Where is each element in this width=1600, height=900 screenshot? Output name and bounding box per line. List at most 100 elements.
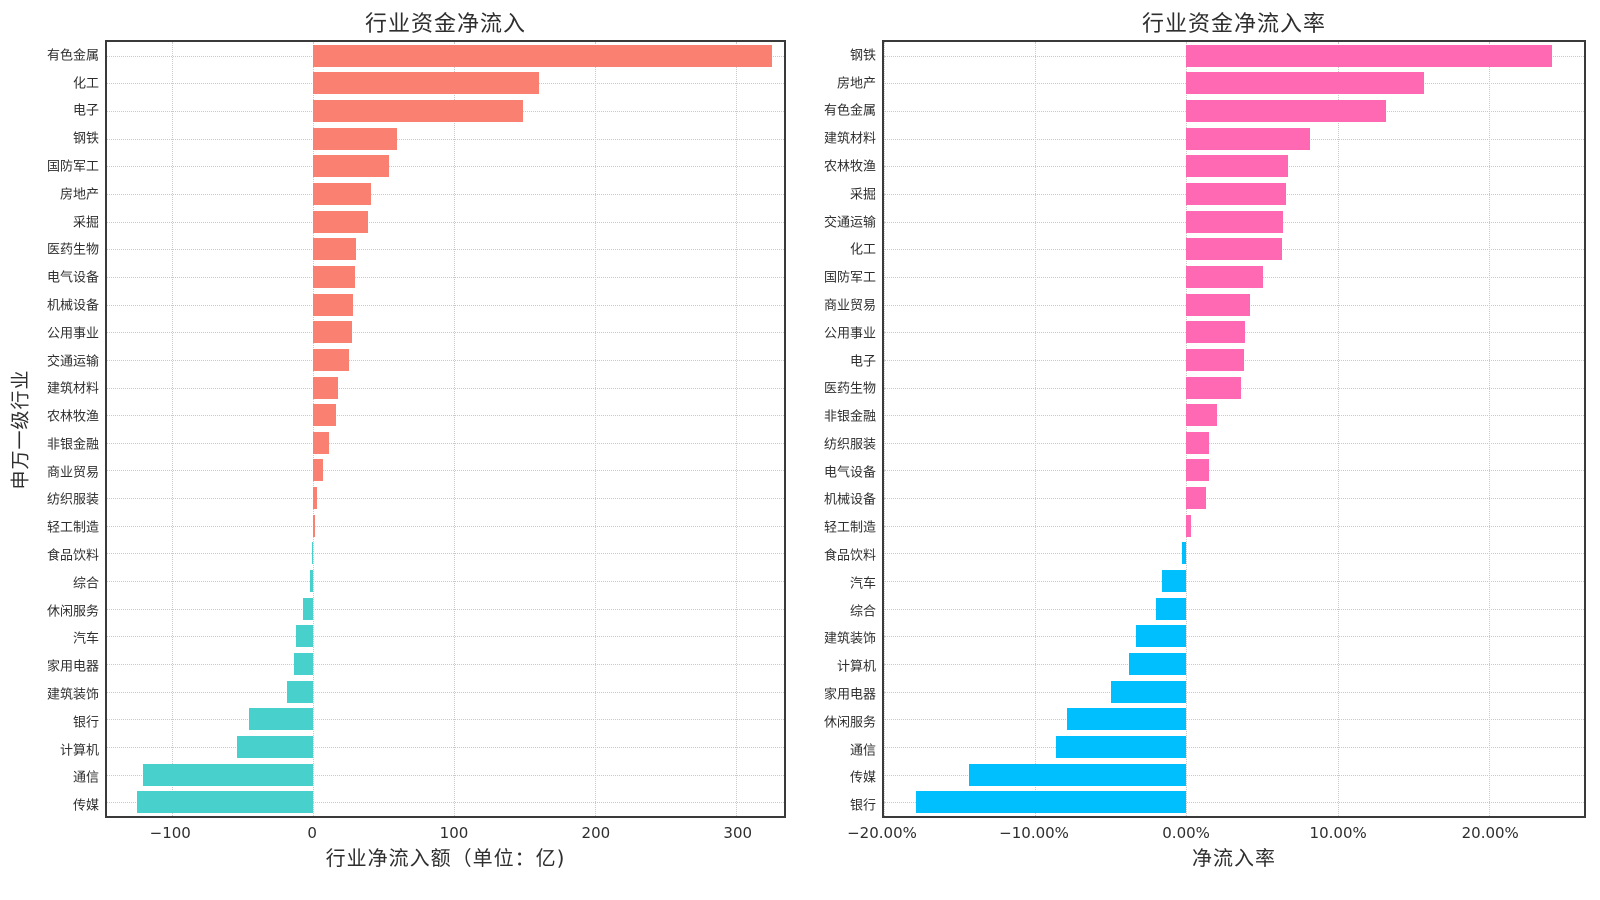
grid-line-horizontal (884, 415, 1584, 417)
y-tick-label: 国防军工 (46, 159, 99, 175)
x-tick-label: 0 (307, 824, 317, 842)
y-tick-labels-right: 钢铁 房地产 有色金属 建筑材料 农林牧渔 采掘 交通运输 化工 国防军工 商业贸易 公用事业 电子医… (783, 40, 876, 818)
y-tick-label: 通信 (72, 770, 99, 786)
y-tick-label: 医药生物 (46, 242, 99, 258)
y-tick-label: 医药生物 (823, 381, 876, 397)
grid-line-vertical (884, 42, 885, 816)
y-tick-label: 食品饮料 (823, 548, 876, 564)
y-tick-label: 农林牧渔 (823, 159, 876, 175)
y-tick-label: 农林牧渔 (46, 409, 99, 425)
y-tick-label: 休闲服务 (46, 604, 99, 620)
grid-line-horizontal (884, 442, 1584, 444)
grid-line-horizontal (107, 746, 784, 748)
bar-计算机 (237, 735, 313, 758)
bar-通信 (143, 763, 313, 786)
y-tick-label: 休闲服务 (823, 715, 876, 731)
grid-line-horizontal (107, 249, 784, 251)
bar-汽车 (1162, 570, 1187, 593)
y-tick-label: 家用电器 (823, 687, 876, 703)
bar-建筑装饰 (1136, 625, 1187, 648)
grid-line-horizontal (107, 525, 784, 527)
y-tick-label: 轻工制造 (823, 520, 876, 536)
plot-area-left (105, 40, 786, 818)
y-tick-label: 钢铁 (849, 48, 876, 64)
bar-建筑材料 (312, 376, 338, 399)
y-tick-label: 机械设备 (46, 298, 99, 314)
y-tick-label: 传媒 (849, 770, 876, 786)
bar-休闲服务 (1066, 708, 1187, 731)
bar-机械设备 (1186, 487, 1207, 510)
grid-line-horizontal (107, 470, 784, 472)
bar-计算机 (1128, 652, 1187, 675)
x-tick-labels-right: −20.00% −10.00% 0.00% 10.00% 20.00% (847, 824, 1586, 846)
grid-line-horizontal (107, 663, 784, 665)
x-tick-label: 0.00% (1162, 824, 1210, 842)
grid-line-horizontal (884, 581, 1584, 583)
y-tick-label: 建筑装饰 (823, 631, 876, 647)
bar-国防军工 (312, 155, 389, 178)
bar-交通运输 (1186, 210, 1284, 233)
grid-line-horizontal (884, 719, 1584, 721)
bar-电子 (1186, 348, 1244, 371)
grid-line-vertical (1186, 42, 1188, 816)
y-tick-label: 非银金融 (46, 437, 99, 453)
grid-line-vertical (171, 42, 173, 816)
x-tick-label: 300 (723, 824, 753, 842)
grid-line-horizontal (107, 608, 784, 610)
y-tick-label: 计算机 (836, 659, 876, 675)
grid-line-horizontal (884, 608, 1584, 610)
x-tick-label: −10.00% (999, 824, 1069, 842)
grid-line-horizontal (884, 774, 1584, 776)
bar-家用电器 (294, 652, 313, 675)
bar-银行 (915, 791, 1187, 814)
bar-公用事业 (312, 321, 352, 344)
x-tick-label: −20.00% (847, 824, 917, 842)
bar-建筑材料 (1186, 127, 1311, 150)
y-tick-label: 建筑装饰 (46, 687, 99, 703)
y-tick-label: 建筑材料 (46, 381, 99, 397)
bar-综合 (310, 570, 313, 593)
grid-line-vertical (736, 42, 738, 816)
y-tick-label: 银行 (72, 715, 99, 731)
y-tick-label: 公用事业 (823, 326, 876, 342)
y-tick-label: 采掘 (72, 215, 99, 231)
grid-line-horizontal (884, 663, 1584, 665)
bar-非银金融 (312, 431, 330, 454)
grid-line-horizontal (884, 498, 1584, 500)
y-tick-label: 房地产 (59, 187, 99, 203)
bar-交通运输 (312, 348, 349, 371)
y-tick-label: 有色金属 (46, 48, 99, 64)
y-tick-label: 轻工制造 (46, 520, 99, 536)
grid-line-vertical (1337, 42, 1339, 816)
y-tick-label: 综合 (849, 604, 876, 620)
grid-line-vertical (595, 42, 596, 816)
bar-房地产 (312, 183, 372, 206)
bar-休闲服务 (302, 597, 313, 620)
grid-line-horizontal (107, 387, 784, 389)
y-tick-label: 公用事业 (46, 326, 99, 342)
grid-line-horizontal (107, 415, 784, 417)
x-tick-label: 20.00% (1461, 824, 1519, 842)
grid-line-horizontal (107, 138, 784, 140)
grid-line-vertical (1488, 42, 1490, 816)
y-tick-label: 银行 (849, 798, 876, 814)
bar-纺织服装 (1186, 431, 1210, 454)
grid-line-horizontal (884, 691, 1584, 693)
x-tick-label: 10.00% (1309, 824, 1367, 842)
bar-钢铁 (312, 127, 398, 150)
y-tick-labels-left: 有色金属 化工 电子 钢铁 国防军工 房地产 采掘 医药生物 电气设备 机械设备 公用事业 交通运输建… (0, 40, 99, 818)
y-tick-label: 化工 (849, 242, 876, 258)
grid-line-horizontal (107, 691, 784, 693)
grid-line-horizontal (107, 194, 784, 196)
bar-银行 (249, 708, 313, 731)
bar-轻工制造 (1186, 514, 1191, 537)
bar-机械设备 (312, 293, 353, 316)
x-axis-title-left: 行业净流入额（单位：亿) (325, 846, 566, 870)
y-tick-label: 计算机 (59, 743, 99, 759)
bar-电子 (312, 100, 524, 123)
y-tick-label: 采掘 (849, 187, 876, 203)
grid-line-horizontal (884, 636, 1584, 638)
x-tick-label: −100 (149, 824, 191, 842)
bar-农林牧渔 (1186, 155, 1288, 178)
